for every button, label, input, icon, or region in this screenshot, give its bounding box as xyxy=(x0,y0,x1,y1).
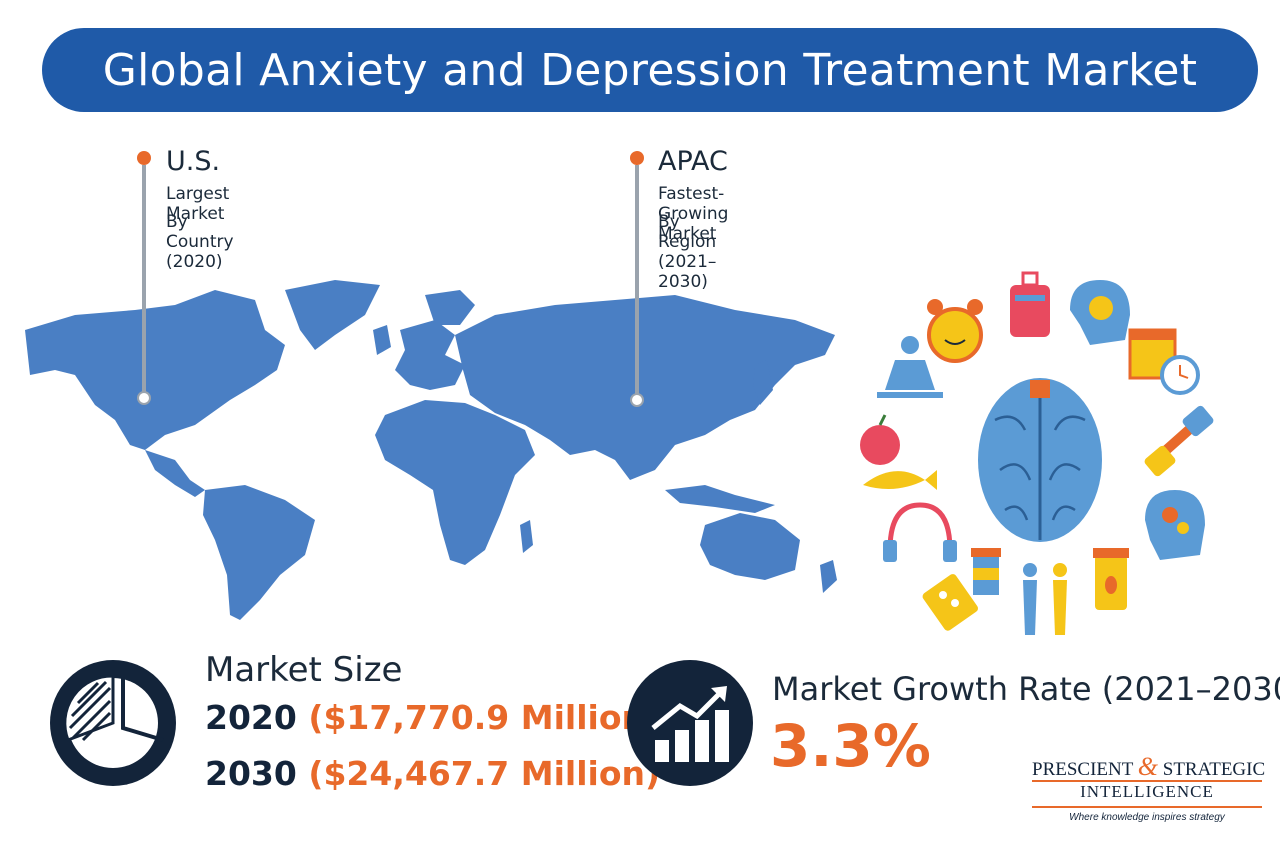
page-title: Global Anxiety and Depression Treatment … xyxy=(102,44,1198,96)
pin-caption-line1: Largest Market xyxy=(166,184,230,224)
pin-foot xyxy=(137,391,151,405)
logo-name-line: PRESCIENT & STRATEGIC xyxy=(1032,752,1266,782)
map-madagascar xyxy=(520,520,533,553)
pin-foot xyxy=(630,393,644,407)
pill-blister-icon xyxy=(922,574,979,631)
dumbbell-icon xyxy=(1144,405,1214,477)
map-australia xyxy=(700,513,800,580)
pin-caption-line1: Fastest-Growing Market xyxy=(658,184,729,244)
map-japan xyxy=(753,360,773,405)
people-icon xyxy=(1023,563,1067,635)
pie-chart-icon xyxy=(50,660,176,786)
pin-stem xyxy=(635,165,639,397)
map-pin-icon xyxy=(630,151,644,165)
logo-divider xyxy=(1032,806,1262,808)
growth-rate-label: Market Growth Rate (2021–2030) xyxy=(772,670,1280,708)
market-size-row-2020: 2020 ($17,770.9 Million) xyxy=(205,698,660,737)
world-map xyxy=(25,280,837,620)
alarm-clock-icon xyxy=(927,299,983,363)
market-size-label: Market Size xyxy=(205,650,403,690)
market-size-row-2030: 2030 ($24,467.7 Million) xyxy=(205,754,660,793)
map-north-america xyxy=(25,290,285,450)
sun-head-icon xyxy=(1070,280,1130,345)
logo-word-2: STRATEGIC xyxy=(1162,759,1266,780)
logo-word-1: PRESCIENT xyxy=(1032,759,1134,780)
wellness-icon-wheel xyxy=(860,271,1214,635)
market-size-year: 2020 xyxy=(205,698,297,737)
company-logo: PRESCIENT & STRATEGIC INTELLIGENCE Where… xyxy=(1032,752,1266,832)
head-gears-icon xyxy=(1145,490,1205,560)
growth-rate-value: 3.3% xyxy=(770,712,931,780)
growth-chart-icon xyxy=(627,660,753,786)
map-new-zealand xyxy=(820,560,837,593)
map-asia xyxy=(455,295,835,480)
medicine-bottle-icon xyxy=(971,548,1001,595)
calendar-icon xyxy=(1128,328,1200,395)
map-uk xyxy=(373,325,391,355)
apple-fish-icon xyxy=(860,414,937,490)
pin-stem xyxy=(142,165,146,395)
logo-tagline: Where knowledge inspires strategy xyxy=(1069,812,1225,823)
map-indonesia xyxy=(665,485,775,513)
map-greenland xyxy=(285,280,380,350)
map-pin-icon xyxy=(137,151,151,165)
logo-intelligence: INTELLIGENCE xyxy=(1080,782,1214,801)
market-size-value: ($17,770.9 Million) xyxy=(308,698,661,737)
luggage-icon xyxy=(1010,271,1050,337)
headphones-icon xyxy=(883,502,957,562)
pin-caption-line2: By Country (2020) xyxy=(166,212,234,272)
brain-icon xyxy=(978,378,1102,542)
logo-divider xyxy=(1032,780,1262,782)
map-south-america xyxy=(203,485,315,620)
supplement-jar-icon xyxy=(1093,548,1129,610)
title-banner: Global Anxiety and Depression Treatment … xyxy=(42,28,1258,112)
map-africa xyxy=(375,400,535,565)
map-central-america xyxy=(145,450,205,497)
pin-caption-line2: By Region (2021–2030) xyxy=(658,212,717,292)
logo-ampersand: & xyxy=(1137,752,1158,781)
meditation-icon xyxy=(877,336,943,398)
map-scandinavia xyxy=(425,290,475,325)
market-size-year: 2030 xyxy=(205,754,297,793)
map-europe xyxy=(395,320,465,390)
pin-region-label: U.S. xyxy=(166,146,221,177)
market-size-value: ($24,467.7 Million) xyxy=(308,754,661,793)
pin-region-label: APAC xyxy=(658,146,728,177)
